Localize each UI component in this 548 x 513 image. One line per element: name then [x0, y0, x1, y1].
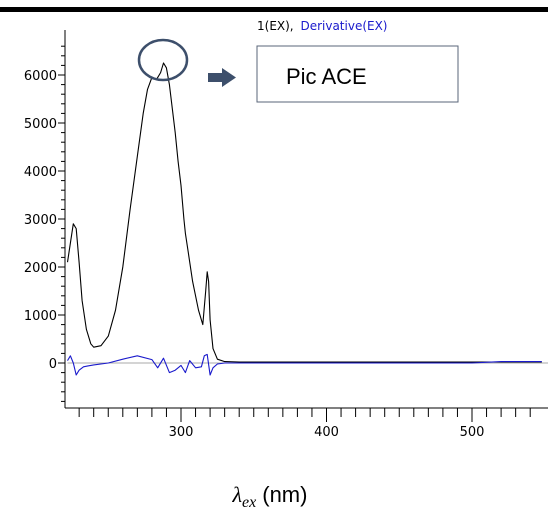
- legend: 1(EX), Derivative(EX): [257, 19, 388, 33]
- y-tick-label: 6000: [24, 69, 57, 84]
- peak-highlight-circle: [137, 38, 189, 82]
- y-minor-ticks: [61, 45, 65, 402]
- x-axis-label: λex (nm): [232, 482, 308, 511]
- y-axis: 0 1000 2000 3000 4000 5000 6000: [24, 30, 66, 408]
- x-label-unit: (nm): [262, 482, 307, 507]
- callout-label: Pic ACE: [286, 64, 367, 89]
- x-axis: 300 400 500: [65, 407, 548, 440]
- x-tick-label: 300: [169, 425, 194, 440]
- series-group: [66, 62, 542, 376]
- legend-series2: Derivative(EX): [300, 19, 387, 33]
- arrow-right-icon: [208, 68, 236, 87]
- y-tick-label: 4000: [24, 165, 57, 180]
- x-label-subscript: ex: [242, 494, 256, 511]
- y-tick-label: 5000: [24, 117, 57, 132]
- top-rule: [0, 7, 548, 12]
- x-tick-label: 400: [314, 425, 339, 440]
- y-tick-label: 1000: [24, 309, 57, 324]
- annotation: Pic ACE: [137, 38, 459, 103]
- y-tick-label: 3000: [24, 213, 57, 228]
- y-tick-label: 0: [49, 357, 57, 372]
- series-ex-line: [66, 62, 542, 363]
- x-label-symbol: λ: [232, 482, 243, 507]
- x-ticks: 300 400 500: [78, 408, 531, 440]
- y-tick-label: 2000: [24, 261, 57, 276]
- legend-series1: 1(EX),: [257, 19, 294, 33]
- y-major-ticks: 0 1000 2000 3000 4000 5000 6000: [24, 69, 65, 372]
- series-derivative-line: [67, 353, 542, 376]
- callout-box: [256, 45, 459, 103]
- x-tick-label: 500: [460, 425, 485, 440]
